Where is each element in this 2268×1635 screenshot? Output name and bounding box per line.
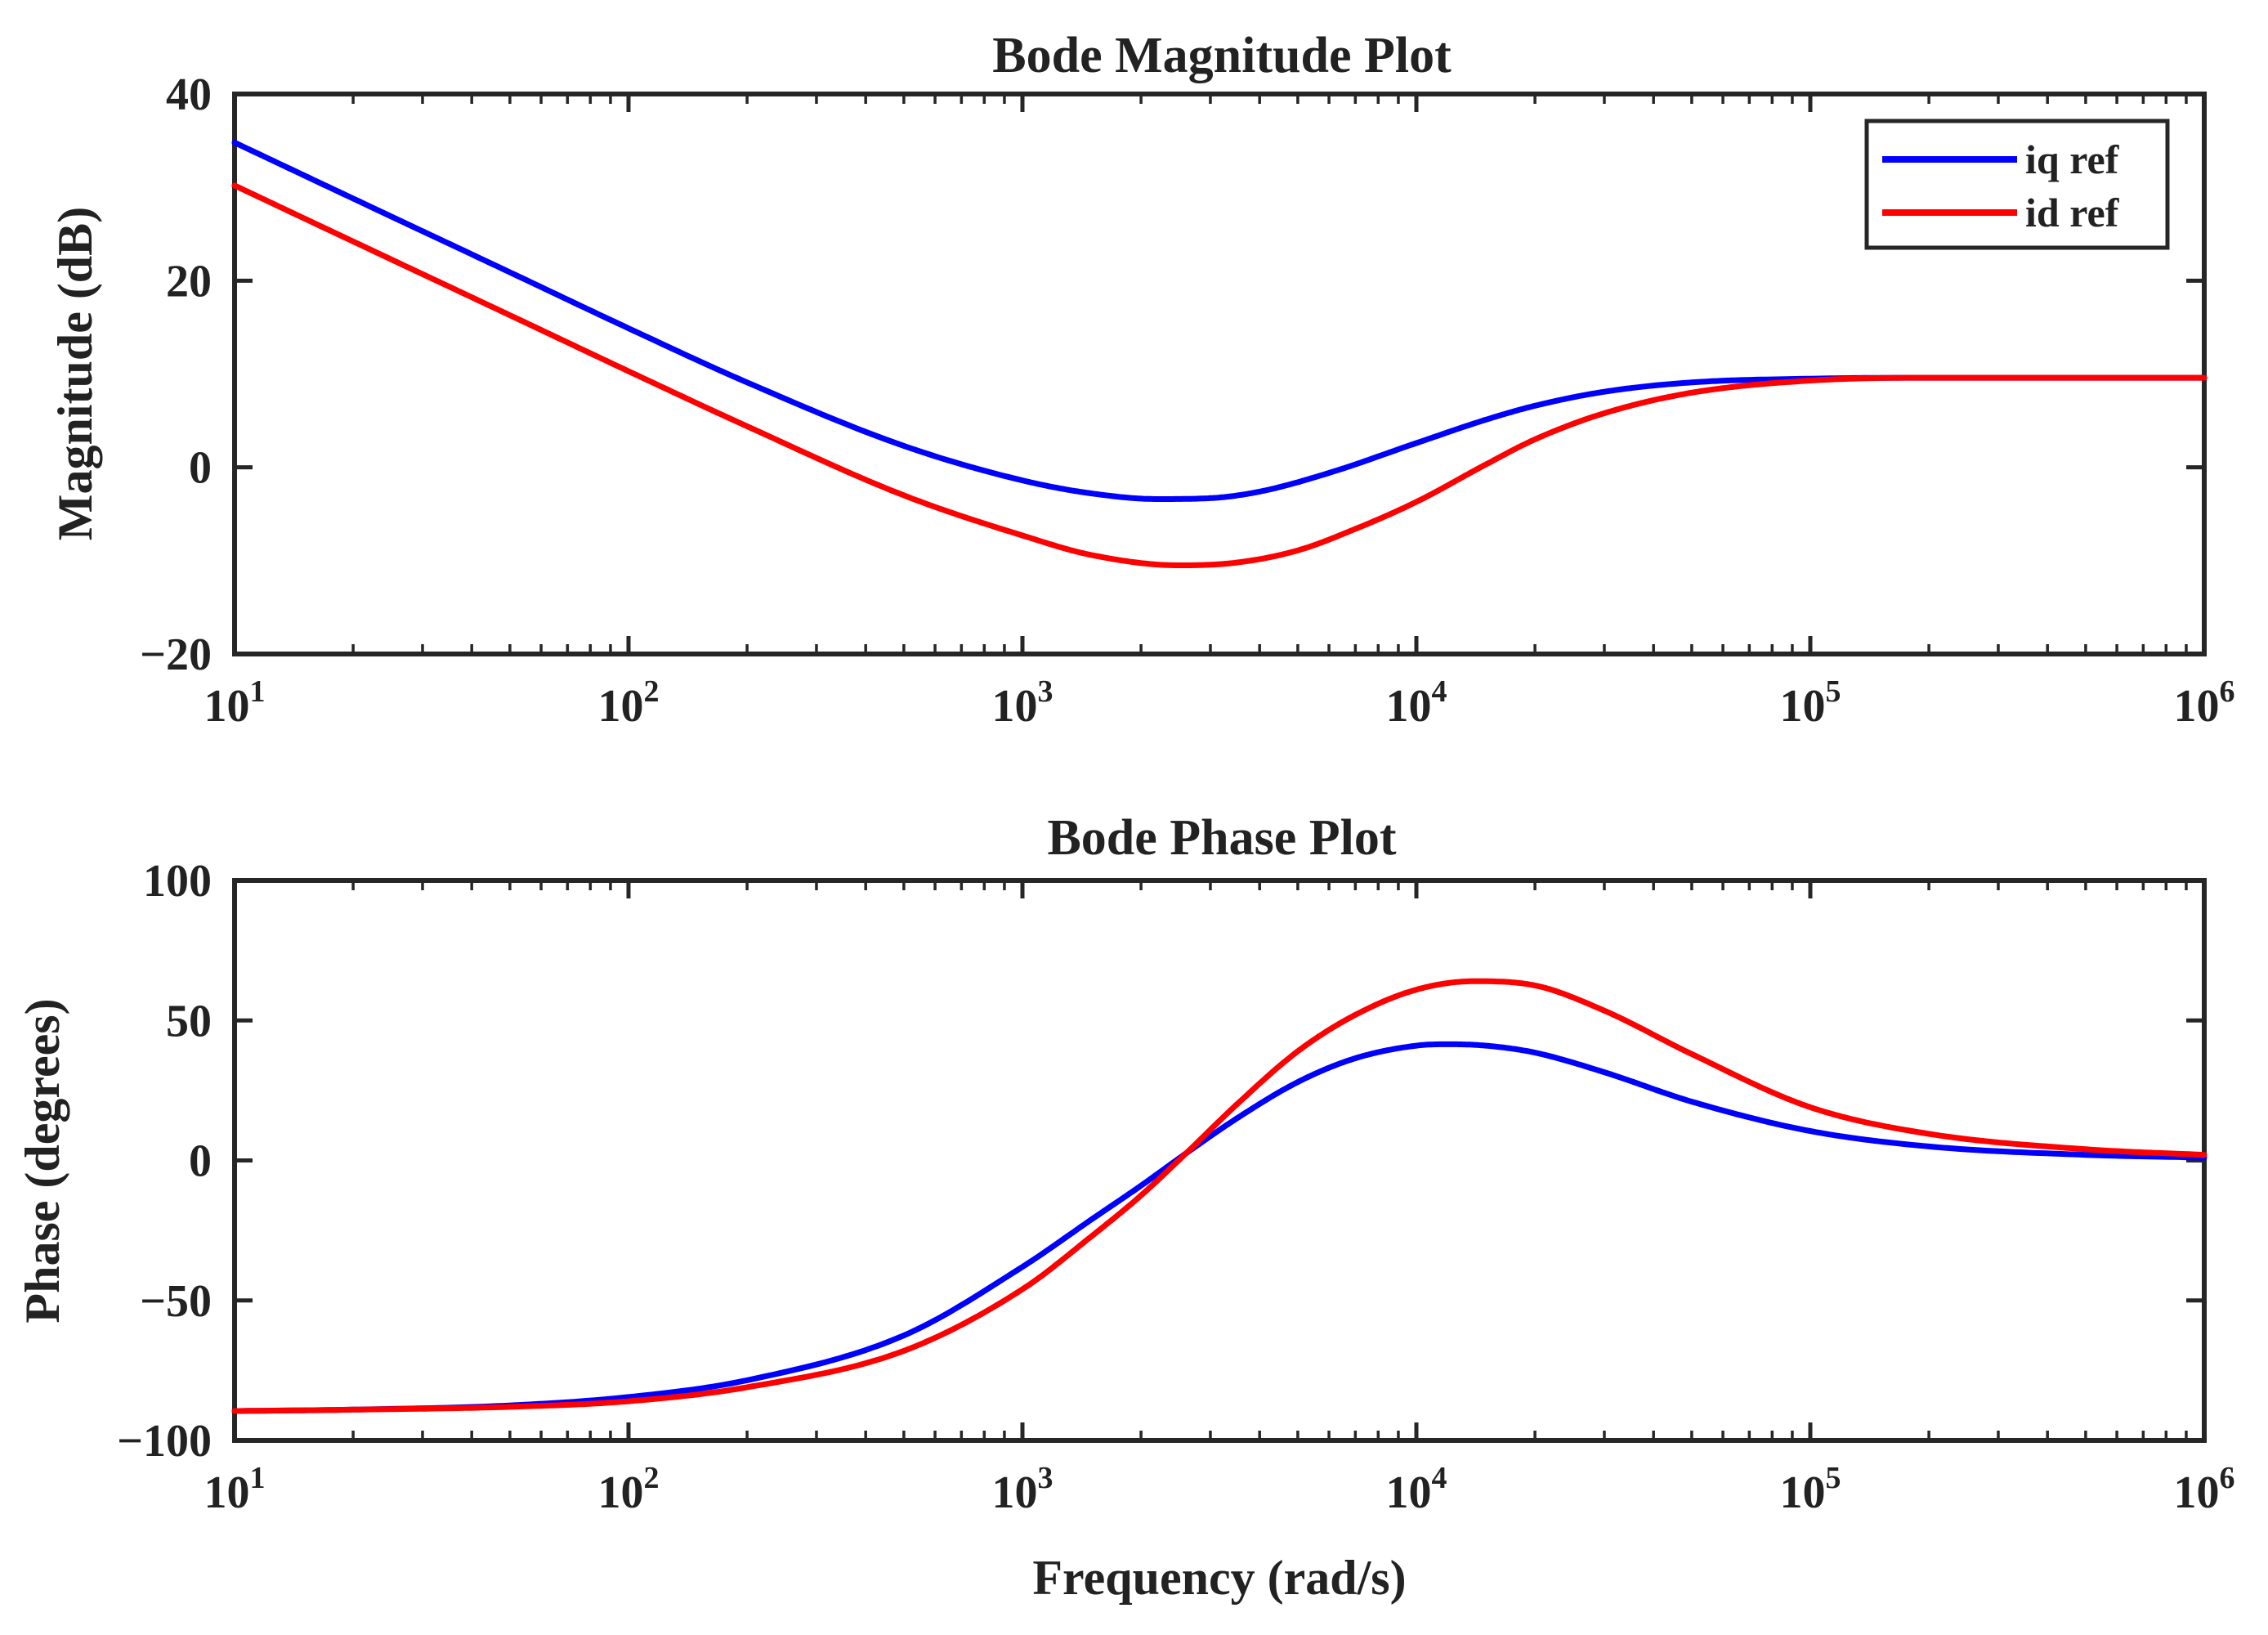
mag-series-iq-ref bbox=[231, 139, 2208, 502]
x-tick-label: 105 bbox=[1780, 1461, 1841, 1518]
mag-series-id-ref bbox=[231, 182, 2208, 568]
y-tick-label: 40 bbox=[166, 69, 212, 120]
y-tick-label: −20 bbox=[140, 629, 212, 680]
y-tick-label: 50 bbox=[166, 996, 212, 1046]
x-tick-label: 101 bbox=[204, 1461, 266, 1518]
magnitude-chart-title: Bode Magnitude Plot bbox=[992, 28, 1452, 83]
x-tick-label: 106 bbox=[2174, 674, 2235, 732]
y-tick-label: −50 bbox=[140, 1276, 212, 1327]
magnitude-panel: Bode Magnitude Plot 101 102 103 104 105 106 4… bbox=[48, 28, 2235, 732]
y-tick-label: 0 bbox=[189, 443, 212, 494]
x-tick-label: 104 bbox=[1386, 1461, 1447, 1518]
x-tick-label: 105 bbox=[1780, 674, 1841, 732]
ph-series-id-ref bbox=[231, 978, 2208, 1414]
magnitude-y-axis-label: Magnitude (dB) bbox=[48, 207, 102, 540]
magnitude-series bbox=[231, 139, 2208, 568]
magnitude-plot-frame bbox=[232, 92, 2207, 656]
legend-label-iq-ref: iq ref bbox=[2025, 137, 2120, 182]
phase-x-tick-labels: 101 102 103 104 105 106 bbox=[204, 1461, 2235, 1518]
magnitude-y-tick-labels: 40 20 0 −20 bbox=[140, 69, 212, 680]
phase-y-tick-labels: 100 50 0 −50 −100 bbox=[117, 856, 212, 1467]
y-tick-label: 0 bbox=[189, 1136, 212, 1187]
x-tick-label: 102 bbox=[598, 1461, 660, 1518]
phase-plot-frame bbox=[232, 878, 2207, 1443]
x-tick-label: 104 bbox=[1386, 674, 1447, 732]
phase-y-axis-label: Phase (degrees) bbox=[16, 998, 69, 1323]
legend-box bbox=[1864, 119, 2170, 250]
x-tick-label: 103 bbox=[992, 1461, 1053, 1518]
phase-chart-title: Bode Phase Plot bbox=[1047, 810, 1396, 866]
x-tick-label: 106 bbox=[2174, 1461, 2235, 1518]
x-tick-label: 102 bbox=[598, 674, 660, 732]
legend-label-id-ref: id ref bbox=[2025, 190, 2120, 235]
magnitude-ticks bbox=[232, 92, 2207, 656]
phase-panel: Bode Phase Plot 101 102 103 104 105 106 100 50… bbox=[16, 810, 2235, 1605]
x-tick-label: 103 bbox=[992, 674, 1053, 732]
phase-ticks bbox=[232, 878, 2207, 1443]
phase-x-axis-label: Frequency (rad/s) bbox=[1032, 1551, 1406, 1605]
phase-series bbox=[231, 978, 2208, 1414]
ph-series-iq-ref bbox=[231, 1041, 2208, 1414]
y-tick-label: 100 bbox=[143, 856, 212, 907]
y-tick-label: 20 bbox=[166, 256, 212, 307]
y-tick-label: −100 bbox=[117, 1416, 212, 1467]
magnitude-x-tick-labels: 101 102 103 104 105 106 bbox=[204, 674, 2235, 732]
legend: iq ref id ref bbox=[1864, 119, 2170, 250]
x-tick-label: 101 bbox=[204, 674, 266, 732]
